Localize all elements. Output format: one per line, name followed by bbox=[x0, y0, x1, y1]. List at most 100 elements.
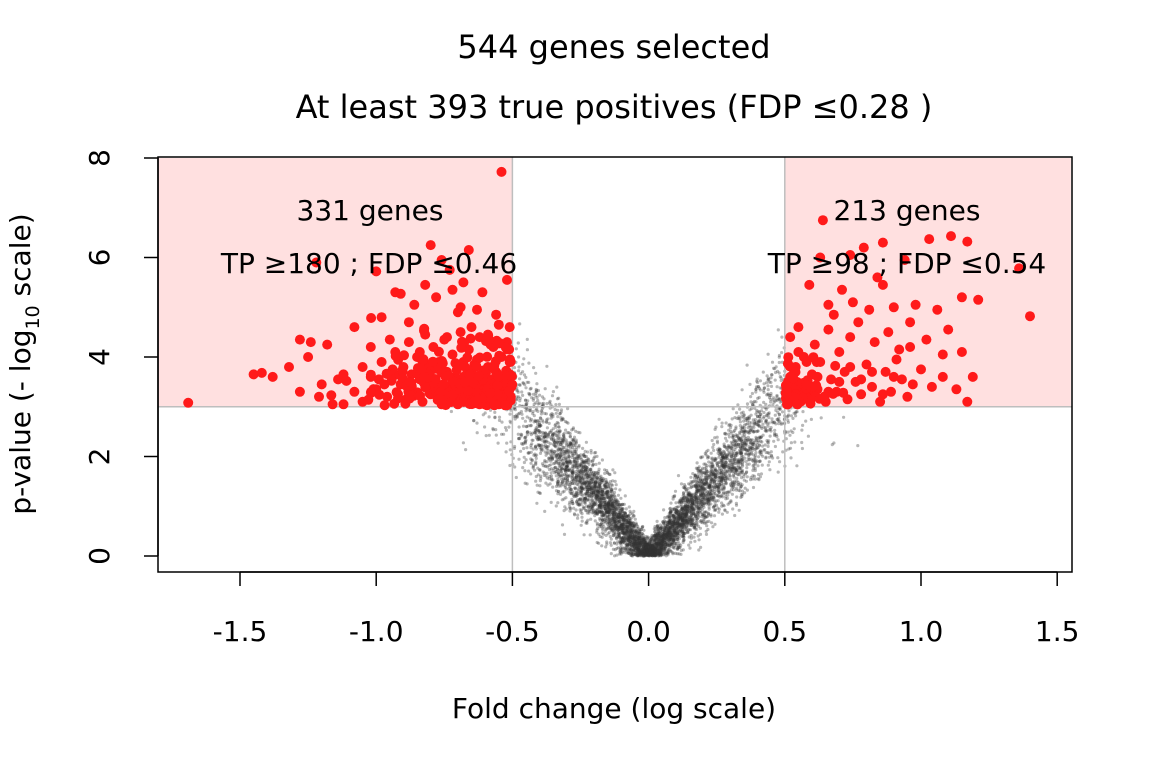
background-point bbox=[704, 510, 708, 514]
background-point bbox=[795, 464, 799, 468]
background-point bbox=[671, 514, 676, 518]
background-point bbox=[613, 554, 617, 558]
background-point bbox=[695, 480, 699, 484]
background-point bbox=[767, 439, 771, 443]
background-point bbox=[633, 534, 637, 538]
background-point bbox=[605, 540, 609, 544]
background-point bbox=[663, 533, 668, 537]
background-point bbox=[564, 464, 569, 468]
background-point bbox=[680, 518, 685, 522]
background-point bbox=[535, 395, 539, 400]
background-point bbox=[676, 523, 680, 527]
background-point bbox=[521, 362, 525, 366]
background-point bbox=[603, 483, 608, 487]
background-point bbox=[758, 379, 763, 383]
background-point bbox=[716, 494, 721, 498]
background-point bbox=[755, 410, 759, 414]
background-point bbox=[697, 495, 701, 499]
background-point bbox=[725, 439, 729, 443]
background-point bbox=[618, 508, 622, 513]
background-point bbox=[606, 503, 610, 507]
background-point bbox=[563, 505, 567, 509]
background-point bbox=[713, 436, 717, 440]
background-point bbox=[669, 532, 674, 536]
background-point bbox=[819, 416, 823, 420]
background-point bbox=[759, 439, 763, 443]
background-point bbox=[571, 469, 575, 473]
background-point bbox=[745, 402, 750, 406]
background-point bbox=[648, 548, 652, 552]
background-point bbox=[597, 486, 601, 491]
background-point bbox=[660, 525, 664, 529]
background-point bbox=[737, 482, 741, 486]
background-point bbox=[558, 429, 563, 433]
background-point bbox=[632, 543, 636, 547]
background-point bbox=[586, 491, 590, 496]
background-point bbox=[575, 482, 579, 486]
background-point bbox=[576, 468, 580, 472]
background-point bbox=[605, 514, 609, 518]
background-point bbox=[612, 514, 616, 518]
background-point bbox=[645, 552, 649, 556]
background-point bbox=[608, 506, 612, 510]
background-point bbox=[644, 547, 649, 551]
background-point bbox=[696, 487, 700, 491]
background-point bbox=[639, 554, 643, 558]
background-point bbox=[584, 508, 588, 512]
background-point bbox=[554, 484, 559, 488]
background-point bbox=[738, 424, 742, 428]
background-point bbox=[645, 540, 649, 544]
background-point bbox=[553, 444, 557, 448]
background-point bbox=[745, 363, 749, 367]
background-point bbox=[572, 506, 576, 510]
background-point bbox=[773, 428, 777, 432]
background-point bbox=[637, 531, 642, 535]
background-point bbox=[703, 477, 707, 481]
background-point bbox=[512, 446, 517, 450]
background-point bbox=[777, 360, 781, 365]
background-point bbox=[666, 530, 670, 535]
background-point bbox=[546, 483, 550, 487]
background-point bbox=[723, 478, 727, 482]
background-point bbox=[564, 428, 568, 432]
background-point bbox=[483, 425, 487, 429]
background-point bbox=[554, 411, 558, 415]
background-point bbox=[679, 507, 684, 511]
background-point bbox=[517, 437, 521, 441]
background-point bbox=[710, 477, 714, 481]
background-point bbox=[523, 436, 527, 440]
background-point bbox=[663, 533, 667, 537]
background-point bbox=[791, 430, 795, 435]
background-point bbox=[703, 451, 707, 455]
background-point bbox=[830, 443, 834, 447]
background-point bbox=[561, 477, 565, 481]
background-point bbox=[622, 532, 626, 536]
background-point bbox=[740, 468, 745, 472]
background-point bbox=[739, 436, 743, 440]
background-point bbox=[751, 485, 756, 490]
background-point bbox=[624, 507, 628, 511]
background-point bbox=[683, 505, 687, 510]
background-point bbox=[758, 420, 762, 424]
background-point bbox=[766, 440, 770, 444]
background-point bbox=[669, 535, 673, 540]
background-point bbox=[789, 429, 793, 433]
background-point bbox=[687, 535, 691, 539]
background-point bbox=[646, 535, 650, 539]
background-point bbox=[694, 466, 699, 470]
background-point bbox=[634, 529, 639, 533]
background-point bbox=[504, 450, 508, 454]
background-point bbox=[751, 418, 755, 422]
background-point bbox=[728, 426, 733, 430]
background-point bbox=[591, 470, 596, 474]
background-point bbox=[665, 541, 669, 546]
background-point bbox=[706, 476, 711, 480]
background-point bbox=[754, 444, 758, 448]
background-point bbox=[572, 512, 577, 516]
background-point bbox=[663, 536, 667, 540]
background-point bbox=[763, 448, 767, 452]
background-point bbox=[593, 484, 597, 488]
background-point bbox=[745, 452, 749, 456]
background-point bbox=[588, 509, 592, 514]
background-point bbox=[767, 428, 772, 432]
